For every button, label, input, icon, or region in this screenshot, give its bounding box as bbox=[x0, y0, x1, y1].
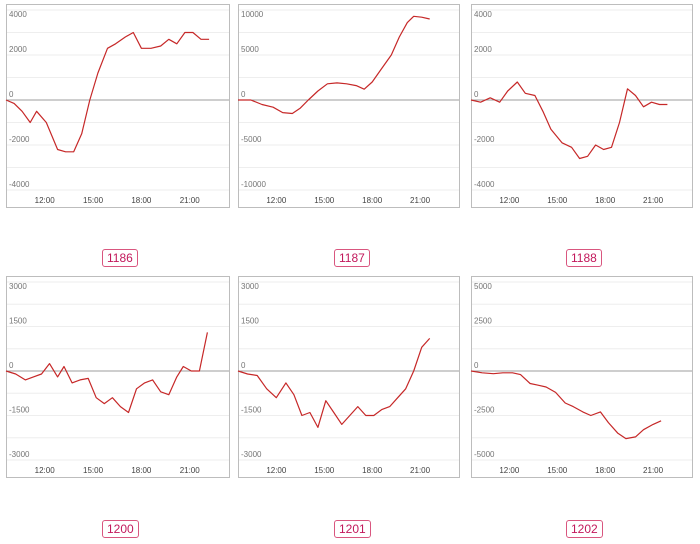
x-tick-label: 12:00 bbox=[499, 196, 520, 205]
y-tick-label: 2500 bbox=[474, 317, 492, 326]
x-tick-label: 18:00 bbox=[131, 466, 152, 475]
chart-label-badge-1187[interactable]: 1187 bbox=[334, 249, 370, 267]
y-tick-label: -2500 bbox=[474, 406, 495, 415]
chart-panel-1202: 5000 2500 0 -2500 -5000 12:00 15:00 18:00 21:00 bbox=[470, 276, 693, 478]
chart-label-badge-1188[interactable]: 1188 bbox=[566, 249, 602, 267]
y-tick-label: -4000 bbox=[474, 180, 495, 189]
x-tick-label: 18:00 bbox=[595, 466, 616, 475]
chart-label-badge-1202[interactable]: 1202 bbox=[566, 520, 603, 538]
x-tick-label: 12:00 bbox=[35, 466, 56, 475]
y-tick-label: -1500 bbox=[9, 406, 30, 415]
plot-frame bbox=[471, 276, 693, 478]
x-tick-label: 21:00 bbox=[180, 466, 201, 475]
chart-svg-1200: 3000 1500 0 -1500 -3000 12:00 15:00 18:00 21:00 bbox=[5, 276, 230, 478]
x-tick-label: 12:00 bbox=[266, 466, 287, 475]
series-line bbox=[238, 15, 430, 115]
x-tick-label: 12:00 bbox=[35, 196, 56, 205]
y-tick-label: -1500 bbox=[241, 406, 262, 415]
x-tick-label: 18:00 bbox=[131, 196, 152, 205]
y-tick-label: -10000 bbox=[241, 180, 266, 189]
y-tick-label: -2000 bbox=[474, 135, 495, 144]
y-tick-label: 4000 bbox=[9, 10, 27, 19]
x-tick-label: 18:00 bbox=[362, 466, 383, 475]
y-tick-label: 0 bbox=[9, 361, 14, 370]
x-tick-label: 12:00 bbox=[266, 196, 287, 205]
y-tick-label: -4000 bbox=[9, 180, 30, 189]
chart-svg-1188: 4000 2000 0 -2000 -4000 12:00 15:00 18:00 21:00 bbox=[470, 4, 693, 208]
chart-svg-1186: 4000 2000 0 -2000 -4000 12:00 15:00 18:00 21:00 bbox=[5, 4, 230, 208]
plot-frame bbox=[471, 4, 693, 208]
y-tick-label: 3000 bbox=[9, 282, 27, 291]
x-tick-label: 15:00 bbox=[314, 196, 335, 205]
series-line bbox=[470, 370, 662, 440]
y-tick-label: 0 bbox=[474, 361, 479, 370]
chart-panel-1201: 3000 1500 0 -1500 -3000 12:00 15:00 18:00 21:00 bbox=[237, 276, 460, 478]
y-tick-label: 5000 bbox=[474, 282, 492, 291]
x-tick-label: 21:00 bbox=[643, 196, 664, 205]
plot-frame bbox=[6, 276, 230, 478]
x-tick-label: 12:00 bbox=[499, 466, 520, 475]
y-tick-label: -2000 bbox=[9, 135, 30, 144]
y-tick-label: 0 bbox=[241, 361, 246, 370]
series-line bbox=[470, 81, 668, 160]
chart-label-badge-1200[interactable]: 1200 bbox=[102, 520, 139, 538]
chart-panel-1200: 3000 1500 0 -1500 -3000 12:00 15:00 18:00 21:00 bbox=[5, 276, 230, 478]
y-tick-label: -3000 bbox=[9, 450, 30, 459]
x-tick-label: 15:00 bbox=[83, 466, 104, 475]
chart-label-badge-1201[interactable]: 1201 bbox=[334, 520, 371, 538]
x-tick-label: 18:00 bbox=[595, 196, 616, 205]
plot-frame bbox=[6, 4, 230, 208]
x-tick-label: 15:00 bbox=[83, 196, 104, 205]
y-tick-label: 0 bbox=[474, 90, 479, 99]
y-tick-label: 0 bbox=[9, 90, 14, 99]
y-tick-label: 5000 bbox=[241, 45, 259, 54]
y-tick-label: -3000 bbox=[241, 450, 262, 459]
y-tick-label: 2000 bbox=[474, 45, 492, 54]
y-tick-label: 2000 bbox=[9, 45, 27, 54]
plot-frame bbox=[238, 276, 460, 478]
x-tick-label: 21:00 bbox=[643, 466, 664, 475]
series-line bbox=[5, 332, 208, 414]
x-tick-label: 15:00 bbox=[314, 466, 335, 475]
y-tick-label: 4000 bbox=[474, 10, 492, 19]
chart-panel-1187: 10000 5000 0 -5000 -10000 12:00 15:00 18:00 21:0… bbox=[238, 4, 460, 208]
y-tick-label: 1500 bbox=[9, 317, 27, 326]
plot-frame bbox=[238, 4, 460, 208]
series-line bbox=[5, 31, 210, 153]
chart-panel-1186: 4000 2000 0 -2000 -4000 12:00 15:00 18:00 21:00 bbox=[5, 4, 230, 208]
chart-panel-1188: 4000 2000 0 -2000 -4000 12:00 15:00 18:00 21:00 bbox=[470, 4, 693, 208]
y-tick-label: 3000 bbox=[241, 282, 259, 291]
x-tick-label: 18:00 bbox=[362, 196, 383, 205]
chart-svg-1201: 3000 1500 0 -1500 -3000 12:00 15:00 18:00 21:00 bbox=[237, 276, 460, 478]
y-tick-label: 10000 bbox=[241, 10, 264, 19]
y-tick-label: 0 bbox=[241, 90, 246, 99]
chart-svg-1202: 5000 2500 0 -2500 -5000 12:00 15:00 18:00 21:00 bbox=[470, 276, 693, 478]
y-tick-label: -5000 bbox=[241, 135, 262, 144]
series-line bbox=[237, 337, 431, 428]
x-tick-label: 15:00 bbox=[547, 466, 568, 475]
x-tick-label: 21:00 bbox=[410, 466, 431, 475]
y-tick-label: -5000 bbox=[474, 450, 495, 459]
y-tick-label: 1500 bbox=[241, 317, 259, 326]
chart-label-badge-1186[interactable]: 1186 bbox=[102, 249, 138, 267]
x-tick-label: 21:00 bbox=[410, 196, 431, 205]
x-tick-label: 15:00 bbox=[547, 196, 568, 205]
x-tick-label: 21:00 bbox=[180, 196, 201, 205]
